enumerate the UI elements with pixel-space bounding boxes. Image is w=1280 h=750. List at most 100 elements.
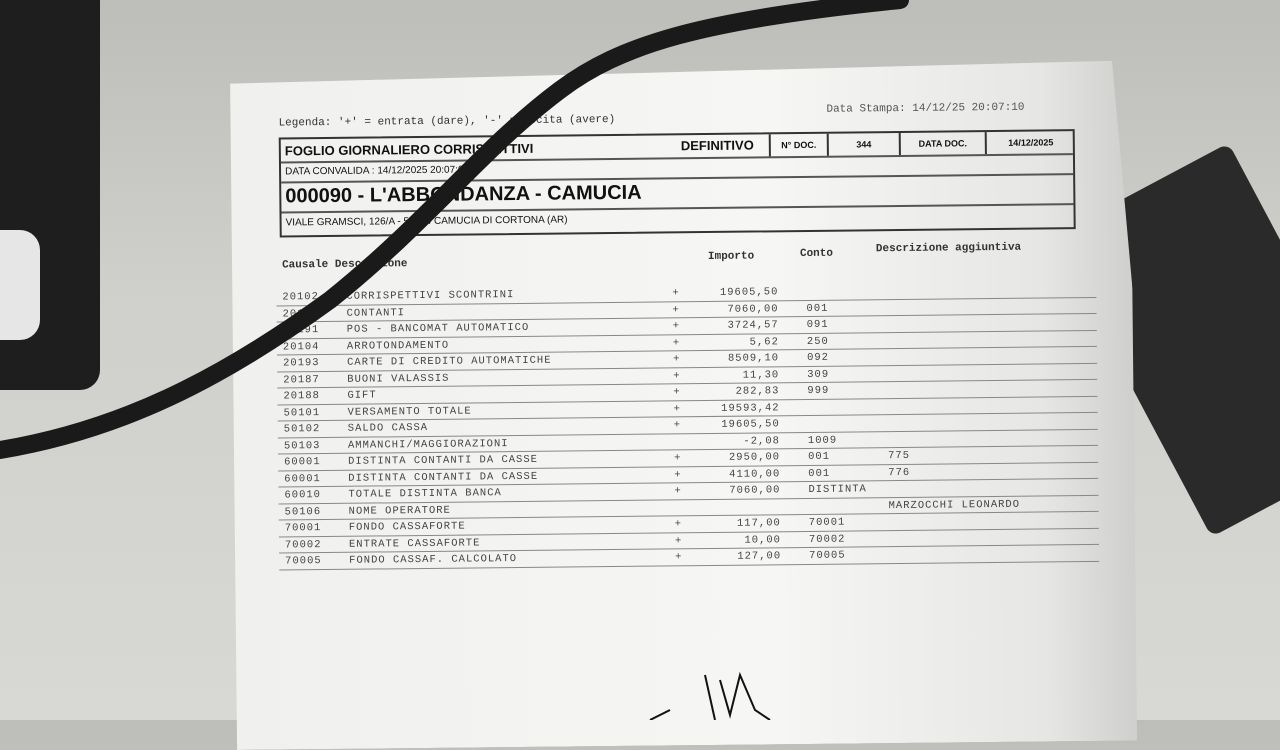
row-description: AMMANCHI/MAGGIORAZIONI xyxy=(347,437,509,452)
row-conto: 001 xyxy=(806,302,829,315)
row-sign: + xyxy=(674,534,683,547)
row-extra: 776 xyxy=(888,466,911,479)
row-description: SALDO CASSA xyxy=(347,421,429,435)
row-code: 20187 xyxy=(283,373,320,386)
col-descrizione: Descrizione xyxy=(334,258,408,271)
row-amount: -2,08 xyxy=(743,434,780,448)
row-description: DISTINTA CONTANTI DA CASSE xyxy=(348,453,538,468)
row-sign: + xyxy=(672,320,681,333)
row-description: FONDO CASSAF. CALCOLATO xyxy=(349,553,518,567)
row-amount: 19593,42 xyxy=(721,401,780,415)
row-conto: 999 xyxy=(807,384,830,397)
row-code: 50102 xyxy=(283,423,321,436)
row-conto: 092 xyxy=(806,351,830,364)
row-conto: 70005 xyxy=(809,549,846,562)
status: DEFINITIVO xyxy=(680,137,754,154)
row-description: CARTE DI CREDITO AUTOMATICHE xyxy=(347,354,552,369)
document-sheet: Legenda: '+' = entrata (dare), '-' = usc… xyxy=(230,61,1137,750)
row-code: 20104 xyxy=(282,340,320,353)
row-conto: 250 xyxy=(806,335,829,348)
row-conto: 001 xyxy=(808,450,831,463)
row-code: 20101 xyxy=(282,307,320,320)
row-description: BUONI VALASSIS xyxy=(347,372,450,386)
row-code: 50101 xyxy=(283,406,321,419)
row-code: 60001 xyxy=(284,456,321,469)
row-description: CORRISPETTIVI SCONTRINI xyxy=(346,289,515,303)
row-code: 20193 xyxy=(283,357,320,370)
row-code: 70005 xyxy=(285,555,322,568)
row-amount: 127,00 xyxy=(737,550,782,563)
col-causale: Causale Descrizione xyxy=(281,258,408,272)
header-box: FOGLIO GIORNALIERO CORRISPETTIVI DEFINIT… xyxy=(279,129,1076,237)
dark-object-highlight xyxy=(0,230,40,340)
row-code: 60001 xyxy=(284,472,321,485)
row-amount: 5,62 xyxy=(749,335,779,349)
row-description: CONTANTI xyxy=(346,306,406,320)
row-conto: 1009 xyxy=(807,434,838,447)
row-description: TOTALE DISTINTA BANCA xyxy=(348,487,502,501)
row-sign: + xyxy=(673,402,681,415)
row-amount: 11,30 xyxy=(742,368,780,382)
row-description: NOME OPERATORE xyxy=(348,504,451,518)
row-code: 50106 xyxy=(284,505,322,518)
row-amount xyxy=(689,501,781,502)
row-amount: 10,00 xyxy=(744,533,782,547)
dark-object xyxy=(0,0,100,390)
row-extra: 775 xyxy=(888,449,911,463)
row-extra: MARZOCCHI LEONARDO xyxy=(888,498,1021,512)
doc-no: 344 xyxy=(827,133,899,156)
col-conto: Conto xyxy=(799,247,834,261)
row-amount: 282,83 xyxy=(735,385,780,398)
row-sign: + xyxy=(672,303,680,316)
legend: Legenda: '+' = entrata (dare), '-' = usc… xyxy=(278,113,616,130)
row-sign: + xyxy=(674,468,682,481)
doc-no-label: N° DOC. xyxy=(769,134,827,157)
document-title: FOGLIO GIORNALIERO CORRISPETTIVI xyxy=(284,140,534,159)
row-code: 20191 xyxy=(282,324,320,337)
store-address: VIALE GRAMSCI, 126/A - 52044 CAMUCIA DI … xyxy=(285,214,568,229)
row-description: VERSAMENTO TOTALE xyxy=(347,404,472,419)
row-conto: 70001 xyxy=(808,516,846,529)
col-descrizione-aggiuntiva: Descrizione aggiuntiva xyxy=(875,241,1022,256)
row-conto: DISTINTA xyxy=(808,483,867,496)
row-sign: + xyxy=(673,386,681,399)
col-importo: Importo xyxy=(707,250,755,264)
row-sign: + xyxy=(675,551,683,564)
row-code: 20188 xyxy=(283,390,320,403)
row-code: 70001 xyxy=(284,522,322,535)
entries-table: 20102 CORRISPETTIVI SCONTRINI +19605,50 201… xyxy=(276,281,1099,570)
row-conto: 091 xyxy=(806,318,829,331)
row-amount: 2950,00 xyxy=(728,451,781,464)
row-amount: 3724,57 xyxy=(727,319,779,332)
row-description: ENTRATE CASSAFORTE xyxy=(348,536,481,551)
row-conto: 309 xyxy=(807,368,830,381)
row-description: ARROTONDAMENTO xyxy=(346,339,450,353)
doc-date-label: DATA DOC. xyxy=(899,132,985,155)
doc-date: 14/12/2025 xyxy=(985,131,1075,154)
row-code: 70002 xyxy=(284,538,322,551)
row-amount: 4110,00 xyxy=(729,467,781,481)
row-amount: 19605,50 xyxy=(721,418,780,431)
row-description: FONDO CASSAFORTE xyxy=(348,520,466,534)
store-name: 000090 - L'ABBONDANZA - CAMUCIA xyxy=(285,181,642,208)
row-amount: 19605,50 xyxy=(719,286,779,299)
row-sign: + xyxy=(672,287,680,300)
row-description: DISTINTA CONTANTI DA CASSE xyxy=(348,470,539,485)
row-code: 20102 xyxy=(282,291,319,304)
row-amount: 8509,10 xyxy=(727,352,780,365)
row-sign: + xyxy=(672,353,681,366)
row-description: GIFT xyxy=(347,389,377,402)
signature xyxy=(649,671,771,720)
row-sign: + xyxy=(672,336,681,349)
row-description: POS - BANCOMAT AUTOMATICO xyxy=(346,321,530,336)
row-sign: + xyxy=(674,518,683,531)
row-amount: 7060,00 xyxy=(729,484,781,497)
row-conto: 001 xyxy=(808,467,831,480)
row-sign: + xyxy=(673,369,681,382)
row-sign: + xyxy=(674,452,682,465)
row-amount: 7060,00 xyxy=(727,302,779,316)
print-date: Data Stampa: 14/12/25 20:07:10 xyxy=(826,101,1025,116)
row-sign: + xyxy=(674,485,682,498)
row-code: 50103 xyxy=(283,439,321,452)
row-code: 60010 xyxy=(284,489,322,502)
